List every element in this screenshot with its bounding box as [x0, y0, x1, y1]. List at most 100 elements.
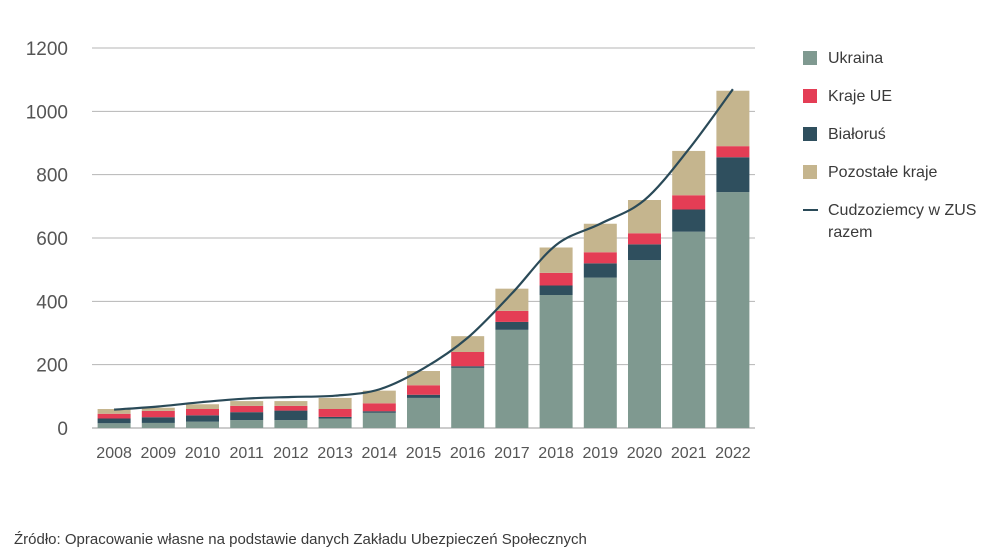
bar-2016-kraje-ue	[451, 352, 485, 367]
bar-2013-bia-oru-	[318, 416, 352, 419]
bar-2018-kraje-ue	[539, 272, 573, 286]
bar-2011-kraje-ue	[230, 405, 264, 413]
legend-swatch-bialorus	[803, 127, 817, 141]
bar-2016-ukraina	[451, 367, 485, 428]
bar-2012-bia-oru-	[274, 410, 308, 421]
bar-2010-kraje-ue	[186, 409, 219, 416]
bar-2010-bia-oru-	[186, 415, 219, 422]
y-tick-label-1200: 1200	[26, 39, 68, 60]
bar-2017-pozosta-e-kraje	[495, 288, 529, 311]
bar-2016-pozosta-e-kraje	[451, 336, 485, 352]
legend-label-ukraina: Ukraina	[828, 50, 884, 67]
bar-2015-ukraina	[407, 397, 440, 428]
bar-2008-kraje-ue	[97, 413, 131, 419]
y-tick-label-200: 200	[36, 356, 68, 377]
bar-2014-ukraina	[362, 412, 396, 428]
bar-2018-bia-oru-	[539, 285, 573, 295]
bar-2020-kraje-ue	[628, 233, 661, 245]
bar-2022-bia-oru-	[716, 157, 750, 193]
legend-line-swatch	[803, 209, 818, 211]
bar-2010-pozosta-e-kraje	[186, 404, 219, 409]
bar-2012-kraje-ue	[274, 405, 308, 411]
legend: Ukraina Kraje UE Białoruś Pozostałe kraj…	[803, 46, 993, 248]
x-tick-label-2012: 2012	[273, 445, 309, 462]
x-tick-label-2008: 2008	[96, 445, 132, 462]
x-tick-label-2019: 2019	[583, 445, 619, 462]
bar-2014-kraje-ue	[362, 403, 396, 412]
bar-2021-pozosta-e-kraje	[672, 150, 706, 196]
bar-2012-pozosta-e-kraje	[274, 401, 308, 406]
x-tick-label-2010: 2010	[185, 445, 221, 462]
bar-2020-bia-oru-	[628, 244, 661, 261]
bar-2009-ukraina	[141, 422, 175, 428]
legend-label-total-line: Cudzoziemcy w ZUS razem	[828, 200, 976, 244]
bar-2009-bia-oru-	[141, 417, 175, 423]
bar-2021-bia-oru-	[672, 209, 706, 232]
bar-2018-ukraina	[539, 295, 573, 428]
legend-label-line-1: Cudzoziemcy w ZUS	[828, 202, 977, 219]
x-tick-label-2009: 2009	[141, 445, 177, 462]
bar-2012-ukraina	[274, 420, 308, 428]
bar-2022-kraje-ue	[716, 146, 750, 158]
bar-2013-pozosta-e-kraje	[318, 397, 352, 409]
bar-2017-bia-oru-	[495, 321, 529, 330]
bar-2019-kraje-ue	[583, 252, 617, 264]
bars	[97, 90, 750, 428]
source-note: Źródło: Opracowanie własne na podstawie …	[14, 531, 587, 548]
bar-2015-bia-oru-	[407, 394, 440, 398]
legend-label-bialorus: Białoruś	[828, 126, 886, 143]
bar-2009-kraje-ue	[141, 410, 175, 418]
legend-label-line-2: razem	[828, 224, 873, 241]
bar-2017-kraje-ue	[495, 310, 529, 322]
bar-2011-pozosta-e-kraje	[230, 401, 264, 406]
legend-swatch-pozostale	[803, 165, 817, 179]
bar-2014-pozosta-e-kraje	[362, 390, 396, 404]
bar-2011-bia-oru-	[230, 412, 264, 421]
y-tick-label-600: 600	[36, 229, 68, 250]
legend-item-pozostale: Pozostałe kraje	[803, 160, 993, 198]
y-tick-label-400: 400	[36, 292, 68, 313]
x-tick-label-2020: 2020	[627, 445, 663, 462]
total-line-path	[114, 88, 734, 411]
x-tick-label-2018: 2018	[538, 445, 574, 462]
x-tick-label-2011: 2011	[229, 445, 264, 462]
gridlines	[92, 47, 755, 429]
x-tick-label-2021: 2021	[671, 445, 707, 462]
bar-2008-ukraina	[97, 423, 131, 428]
bar-2013-kraje-ue	[318, 409, 352, 417]
y-axis-ticks: 0 200 400 600 800 1000 1200	[26, 39, 68, 440]
legend-item-ukraina: Ukraina	[803, 46, 993, 84]
bar-2011-ukraina	[230, 420, 264, 428]
bar-2019-ukraina	[583, 277, 617, 428]
legend-item-kraje-ue: Kraje UE	[803, 84, 993, 122]
legend-label-kraje-ue: Kraje UE	[828, 88, 893, 105]
bar-2022-pozosta-e-kraje	[716, 90, 750, 147]
bar-2020-ukraina	[628, 260, 661, 428]
bar-2017-ukraina	[495, 329, 529, 428]
bar-2008-pozosta-e-kraje	[97, 409, 131, 414]
x-tick-label-2016: 2016	[450, 445, 486, 462]
legend-swatch-ukraina	[803, 51, 817, 65]
x-tick-label-2017: 2017	[494, 445, 530, 462]
x-axis-ticks: 2008 2009 2010 2011 2012 2013 2014 2015 2016 2017…	[96, 445, 750, 462]
y-tick-label-1000: 1000	[26, 102, 68, 123]
bar-2013-ukraina	[318, 418, 352, 428]
bar-2021-kraje-ue	[672, 195, 706, 210]
bar-2015-pozosta-e-kraje	[407, 371, 440, 386]
bar-2009-pozosta-e-kraje	[141, 407, 175, 411]
x-tick-label-2014: 2014	[362, 445, 398, 462]
bar-2019-bia-oru-	[583, 263, 617, 278]
legend-item-bialorus: Białoruś	[803, 122, 993, 160]
x-tick-label-2013: 2013	[317, 445, 353, 462]
bar-2018-pozosta-e-kraje	[539, 247, 573, 273]
bar-2014-bia-oru-	[362, 411, 396, 413]
legend-label-pozostale: Pozostałe kraje	[828, 164, 938, 181]
bar-2010-ukraina	[186, 421, 219, 428]
bar-2015-kraje-ue	[407, 385, 440, 395]
total-line	[114, 88, 734, 411]
bar-2020-pozosta-e-kraje	[628, 200, 661, 234]
x-tick-label-2022: 2022	[715, 445, 751, 462]
bar-2016-bia-oru-	[451, 366, 485, 368]
y-tick-label-0: 0	[57, 419, 68, 440]
